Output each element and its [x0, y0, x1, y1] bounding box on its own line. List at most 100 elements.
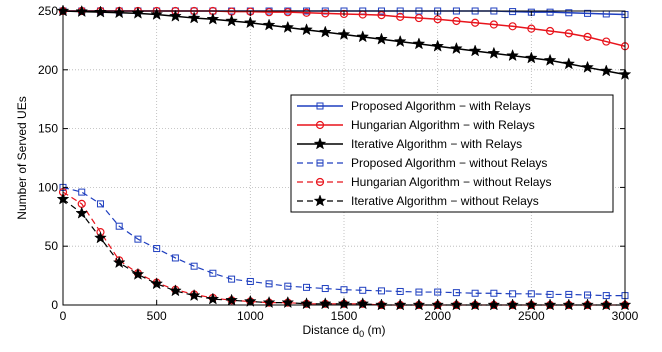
y-tick-label: 250	[38, 4, 58, 18]
data-point-marker	[546, 8, 554, 16]
data-point-marker	[313, 194, 327, 207]
legend-label: Proposed Algorithm − with Relays	[351, 99, 531, 113]
data-point-marker	[490, 289, 498, 297]
y-tick-label: 200	[38, 63, 58, 77]
data-point-marker	[187, 288, 201, 302]
data-point-marker	[599, 298, 613, 311]
data-point-marker	[316, 159, 324, 167]
data-point-marker	[169, 284, 182, 297]
x-axis-label: Distance d0 (m)	[302, 323, 385, 339]
data-point-marker	[546, 290, 554, 298]
legend-label: Hungarian Algorithm − with Relays	[351, 118, 535, 132]
y-tick-label: 150	[38, 122, 58, 136]
x-tick-label: 1000	[237, 309, 264, 323]
data-point-marker	[471, 289, 479, 297]
data-point-marker	[318, 297, 332, 310]
data-point-marker	[396, 12, 405, 21]
x-axis-label-main: Distance d	[302, 323, 359, 337]
data-point-marker	[527, 24, 536, 33]
data-point-marker	[543, 298, 557, 311]
data-point-marker	[489, 20, 498, 29]
data-point-marker	[315, 120, 325, 130]
data-point-marker	[583, 32, 592, 41]
data-point-marker	[414, 13, 424, 23]
data-point-marker	[524, 51, 538, 64]
data-point-marker	[190, 262, 198, 270]
legend-box	[290, 94, 614, 213]
data-point-marker	[318, 25, 332, 38]
data-point-marker	[94, 231, 107, 244]
y-tick-label: 100	[38, 180, 58, 194]
data-point-marker	[452, 289, 460, 297]
data-point-marker	[506, 298, 519, 311]
data-point-marker	[565, 9, 573, 17]
data-point-marker	[543, 53, 557, 66]
data-point-marker	[377, 11, 386, 20]
y-axis-label: Number of Served UEs	[15, 96, 29, 219]
data-point-marker	[115, 222, 123, 230]
data-point-marker	[283, 8, 292, 17]
data-point-marker	[412, 298, 426, 311]
data-point-marker	[225, 293, 238, 306]
data-point-marker	[450, 41, 463, 55]
legend-item: Hungarian Algorithm − with Relays	[297, 118, 535, 132]
data-point-marker	[171, 254, 179, 262]
data-point-marker	[393, 34, 407, 48]
data-point-marker	[262, 18, 276, 31]
y-tick-label: 0	[51, 298, 58, 312]
data-point-marker	[303, 283, 311, 291]
data-point-marker	[313, 137, 327, 150]
data-point-marker	[602, 37, 611, 46]
data-point-marker	[339, 9, 349, 19]
data-point-marker	[225, 14, 238, 27]
data-point-marker	[228, 275, 236, 283]
x-axis-label-subscript: 0	[359, 329, 364, 339]
data-point-marker	[431, 39, 445, 52]
legend-item: Proposed Algorithm − with Relays	[297, 99, 531, 113]
data-point-marker	[509, 290, 517, 298]
legend-item: Iterative Algorithm − without Relays	[297, 194, 539, 208]
data-point-marker	[393, 298, 407, 311]
data-point-marker	[508, 22, 517, 31]
legend-label: Iterative Algorithm − without Relays	[351, 194, 539, 208]
data-point-marker	[153, 245, 161, 253]
data-point-marker	[321, 9, 330, 18]
data-point-marker	[169, 9, 182, 22]
data-point-marker	[284, 282, 292, 290]
data-point-marker	[246, 277, 254, 285]
data-point-marker	[302, 8, 311, 17]
data-point-marker	[337, 27, 351, 40]
data-point-marker	[377, 287, 385, 295]
data-point-marker	[356, 30, 370, 43]
data-point-marker	[581, 60, 594, 73]
data-point-marker	[112, 255, 126, 269]
data-point-marker	[131, 267, 145, 280]
legend-item: Hungarian Algorithm − without Relays	[297, 175, 551, 189]
data-point-marker	[450, 298, 463, 311]
data-point-marker	[509, 8, 517, 16]
legend-label: Hungarian Algorithm − without Relays	[351, 175, 551, 189]
x-axis-label-unit: (m)	[364, 323, 385, 337]
legend-label: Proposed Algorithm − without Relays	[351, 156, 547, 170]
data-point-marker	[300, 297, 313, 310]
data-point-marker	[340, 286, 348, 294]
data-point-marker	[412, 37, 426, 50]
data-point-marker	[150, 277, 164, 290]
legend: Proposed Algorithm − with Relays Hungaria…	[290, 94, 614, 213]
data-point-marker	[562, 57, 576, 70]
data-point-marker	[375, 298, 388, 311]
data-point-marker	[206, 292, 220, 305]
data-point-marker	[359, 286, 367, 294]
data-point-marker	[415, 288, 423, 296]
series-line	[62, 186, 625, 297]
data-point-marker	[96, 200, 104, 208]
data-point-marker	[468, 44, 482, 57]
data-point-marker	[527, 290, 535, 298]
data-point-marker	[300, 23, 313, 36]
data-point-marker	[321, 285, 329, 293]
data-point-marker	[375, 32, 388, 45]
x-tick-label: 3000	[612, 309, 639, 323]
data-point-marker	[243, 16, 257, 29]
series-3	[56, 4, 632, 80]
y-tick-label: 50	[45, 239, 59, 253]
